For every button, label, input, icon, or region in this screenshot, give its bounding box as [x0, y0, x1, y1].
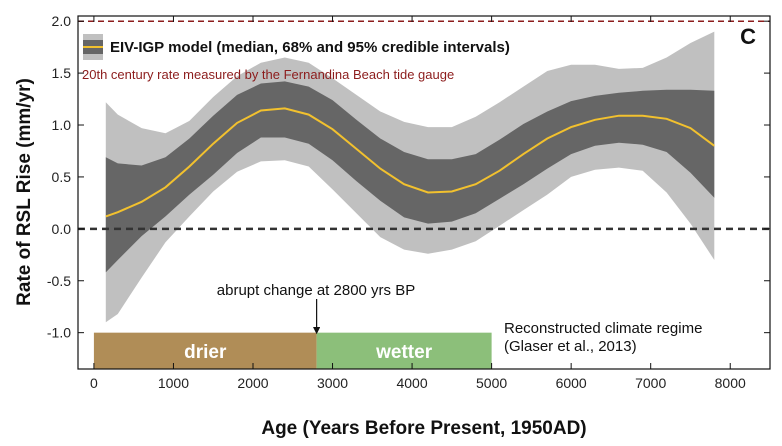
y-tick-label: 1.0 — [52, 117, 72, 133]
x-tick-label: 2000 — [237, 375, 268, 391]
median-line — [105, 107, 715, 218]
y-axis-title: Rate of RSL Rise (mm/yr) — [14, 78, 35, 306]
x-tick-label: 8000 — [715, 375, 746, 391]
regime-bar-wetter — [316, 332, 492, 369]
y-tick-label: 2.0 — [52, 13, 72, 29]
climate-regime-label: Reconstructed climate regime — [504, 320, 702, 337]
abrupt-change-annotation: abrupt change at 2800 yrs BP — [217, 282, 415, 299]
x-axis-title: Age (Years Before Present, 1950AD) — [261, 418, 586, 439]
x-tick-label: 4000 — [396, 375, 427, 391]
regime-bar-label-wetter: wetter — [375, 342, 433, 363]
x-tick-label: 6000 — [556, 375, 587, 391]
x-tick-label: 3000 — [317, 375, 348, 391]
x-tick-label: 7000 — [635, 375, 666, 391]
climate-regime-source: (Glaser et al., 2013) — [504, 338, 637, 355]
climate-regime-bars: drier wetter — [93, 332, 492, 369]
x-tick-label: 1000 — [158, 375, 189, 391]
y-tick-label: 1.5 — [52, 65, 72, 81]
y-tick-label: -0.5 — [47, 273, 71, 289]
legend: EIV-IGP model (median, 68% and 95% credi… — [83, 34, 510, 60]
panel-label: C — [740, 24, 756, 49]
regime-bar-drier — [93, 332, 317, 369]
y-tick-label: -1.0 — [47, 325, 71, 341]
y-axis: -1.0 -0.5 0.0 0.5 1.0 1.5 2.0 — [47, 13, 770, 341]
y-tick-label: 0.0 — [52, 221, 72, 237]
band-68-credible-interval — [105, 81, 715, 273]
x-axis: 0 1000 2000 3000 4000 5000 6000 7000 8000 — [90, 16, 746, 391]
x-tick-label: 0 — [90, 375, 98, 391]
legend-label: EIV-IGP model (median, 68% and 95% credi… — [110, 39, 510, 56]
plot-frame — [77, 15, 771, 370]
y-tick-label: 0.5 — [52, 169, 72, 185]
x-tick-label: 5000 — [476, 375, 507, 391]
regime-bar-label-drier: drier — [184, 342, 227, 363]
reference-line-label: 20th century rate measured by the Fernan… — [82, 67, 454, 82]
